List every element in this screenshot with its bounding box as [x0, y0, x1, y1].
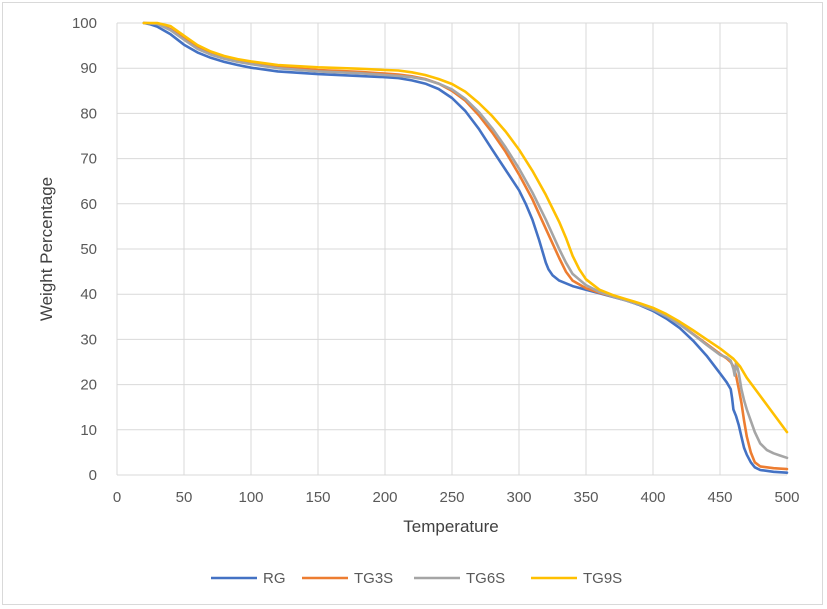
y-tick-label: 70 — [80, 151, 97, 168]
y-tick-label: 20 — [80, 377, 97, 394]
x-tick-label: 350 — [573, 489, 598, 506]
legend: RG TG3S TG6S TG9S — [211, 570, 622, 587]
y-tick-label: 50 — [80, 241, 97, 258]
x-tick-label: 50 — [176, 489, 193, 506]
x-tick-label: 400 — [640, 489, 665, 506]
x-tick-label: 500 — [774, 489, 799, 506]
y-tick-label: 40 — [80, 286, 97, 303]
x-tick-label: 200 — [372, 489, 397, 506]
y-tick-label: 10 — [80, 422, 97, 439]
x-tick-label: 0 — [113, 489, 121, 506]
x-tick-labels: 0 50 100 150 200 250 300 350 400 450 500 — [113, 489, 800, 506]
series-line-tg9s — [142, 21, 789, 434]
x-tick-label: 150 — [305, 489, 330, 506]
y-tick-label: 80 — [80, 105, 97, 122]
y-tick-labels: 0 10 20 30 40 50 60 70 80 90 100 — [72, 15, 97, 484]
x-axis-title: Temperature — [403, 517, 498, 536]
y-tick-label: 100 — [72, 15, 97, 32]
legend-label-rg: RG — [263, 570, 286, 587]
y-tick-label: 60 — [80, 196, 97, 213]
series-line-tg3s — [142, 21, 789, 471]
x-tick-label: 100 — [238, 489, 263, 506]
legend-label-tg3s: TG3S — [354, 570, 393, 587]
x-tick-label: 300 — [506, 489, 531, 506]
grid — [116, 22, 788, 476]
y-axis-title: Weight Percentage — [37, 177, 56, 321]
legend-label-tg9s: TG9S — [583, 570, 622, 587]
series-line-tg6s — [142, 21, 789, 460]
series-line-rg — [142, 21, 789, 474]
series-lines — [142, 21, 789, 474]
y-tick-label: 90 — [80, 60, 97, 77]
y-tick-label: 30 — [80, 331, 97, 348]
x-tick-label: 250 — [439, 489, 464, 506]
y-tick-label: 0 — [89, 467, 97, 484]
x-tick-label: 450 — [707, 489, 732, 506]
legend-label-tg6s: TG6S — [466, 570, 505, 587]
